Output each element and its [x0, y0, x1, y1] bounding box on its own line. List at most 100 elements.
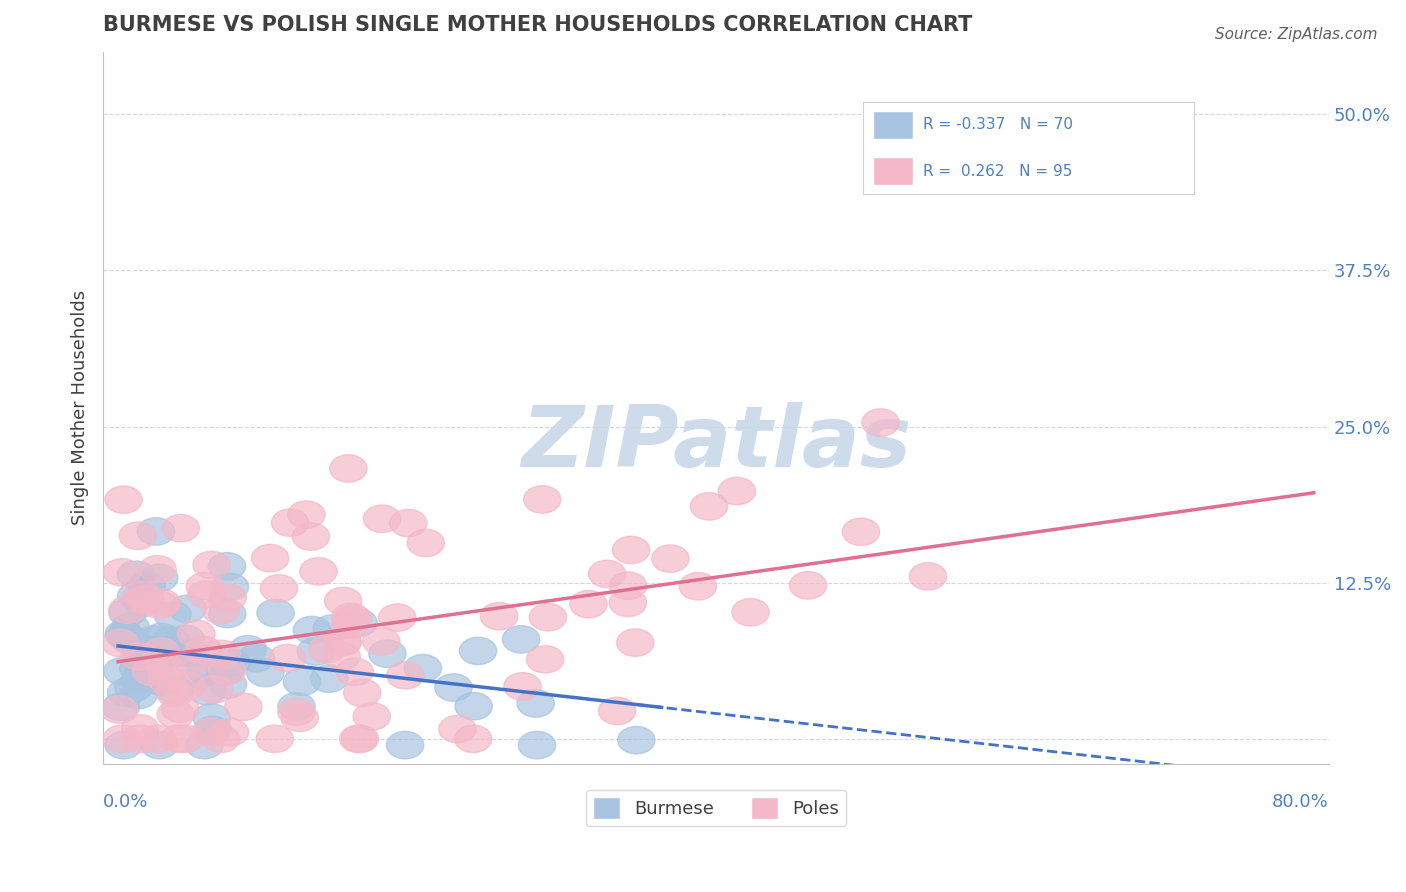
- Ellipse shape: [342, 725, 378, 753]
- Ellipse shape: [238, 644, 274, 672]
- Ellipse shape: [325, 587, 361, 615]
- Ellipse shape: [104, 657, 141, 685]
- Ellipse shape: [405, 655, 441, 681]
- Ellipse shape: [159, 640, 195, 667]
- Ellipse shape: [299, 558, 337, 585]
- Ellipse shape: [194, 716, 232, 744]
- Ellipse shape: [260, 574, 298, 602]
- Ellipse shape: [187, 581, 225, 608]
- Ellipse shape: [156, 680, 194, 706]
- Ellipse shape: [212, 648, 250, 676]
- Ellipse shape: [193, 718, 229, 746]
- Ellipse shape: [121, 642, 157, 670]
- Ellipse shape: [169, 595, 207, 623]
- Ellipse shape: [434, 673, 472, 701]
- Ellipse shape: [271, 509, 309, 536]
- Ellipse shape: [252, 544, 288, 572]
- Ellipse shape: [107, 679, 145, 706]
- Ellipse shape: [325, 629, 361, 656]
- Ellipse shape: [184, 636, 222, 664]
- Ellipse shape: [167, 625, 204, 653]
- Ellipse shape: [143, 589, 180, 616]
- Ellipse shape: [340, 609, 377, 637]
- Ellipse shape: [202, 725, 239, 753]
- Ellipse shape: [789, 572, 827, 599]
- Ellipse shape: [454, 725, 492, 753]
- Ellipse shape: [139, 556, 176, 583]
- Ellipse shape: [103, 725, 141, 753]
- Ellipse shape: [187, 657, 225, 684]
- Ellipse shape: [288, 500, 325, 528]
- Ellipse shape: [153, 601, 191, 629]
- Ellipse shape: [162, 695, 198, 723]
- Ellipse shape: [257, 599, 294, 627]
- Ellipse shape: [208, 552, 246, 580]
- Ellipse shape: [617, 726, 655, 754]
- Text: BURMESE VS POLISH SINGLE MOTHER HOUSEHOLDS CORRELATION CHART: BURMESE VS POLISH SINGLE MOTHER HOUSEHOL…: [103, 15, 973, 35]
- Ellipse shape: [120, 655, 157, 682]
- Ellipse shape: [718, 477, 755, 505]
- Ellipse shape: [314, 615, 350, 642]
- Ellipse shape: [135, 626, 173, 653]
- Ellipse shape: [690, 492, 728, 520]
- Ellipse shape: [193, 551, 231, 579]
- Ellipse shape: [177, 620, 215, 648]
- Ellipse shape: [599, 698, 636, 724]
- Ellipse shape: [353, 703, 391, 731]
- Ellipse shape: [120, 522, 156, 549]
- Ellipse shape: [121, 725, 159, 753]
- Ellipse shape: [368, 640, 406, 667]
- Ellipse shape: [138, 517, 174, 545]
- Ellipse shape: [111, 613, 149, 640]
- Ellipse shape: [842, 518, 880, 546]
- Ellipse shape: [523, 486, 561, 513]
- Ellipse shape: [121, 714, 159, 742]
- Ellipse shape: [105, 731, 142, 759]
- Ellipse shape: [105, 486, 142, 514]
- Ellipse shape: [139, 725, 176, 753]
- Ellipse shape: [609, 589, 647, 616]
- Ellipse shape: [588, 560, 626, 588]
- Ellipse shape: [152, 627, 190, 655]
- Text: 0.0%: 0.0%: [103, 793, 149, 811]
- Ellipse shape: [120, 681, 157, 709]
- Ellipse shape: [148, 666, 186, 694]
- Ellipse shape: [173, 649, 211, 676]
- Ellipse shape: [156, 676, 193, 704]
- Ellipse shape: [166, 725, 204, 753]
- Ellipse shape: [193, 704, 231, 731]
- Ellipse shape: [378, 604, 416, 632]
- Ellipse shape: [105, 620, 142, 648]
- Ellipse shape: [519, 731, 555, 759]
- Ellipse shape: [408, 529, 444, 557]
- Ellipse shape: [281, 704, 318, 731]
- Ellipse shape: [169, 672, 205, 699]
- Ellipse shape: [343, 679, 381, 706]
- Ellipse shape: [202, 640, 240, 668]
- Ellipse shape: [211, 718, 249, 746]
- Ellipse shape: [186, 731, 224, 759]
- Ellipse shape: [118, 582, 155, 609]
- Ellipse shape: [652, 545, 689, 573]
- Ellipse shape: [526, 646, 564, 673]
- Ellipse shape: [132, 658, 170, 685]
- Ellipse shape: [142, 638, 180, 665]
- Ellipse shape: [229, 635, 267, 663]
- Ellipse shape: [108, 599, 146, 626]
- Ellipse shape: [269, 644, 307, 672]
- Ellipse shape: [115, 674, 152, 701]
- Ellipse shape: [297, 638, 335, 665]
- Ellipse shape: [225, 693, 262, 721]
- Ellipse shape: [146, 653, 183, 681]
- Ellipse shape: [481, 602, 517, 630]
- Ellipse shape: [617, 629, 654, 657]
- Ellipse shape: [256, 725, 294, 753]
- Ellipse shape: [181, 661, 218, 689]
- Ellipse shape: [111, 625, 148, 653]
- Ellipse shape: [336, 658, 374, 686]
- Ellipse shape: [143, 641, 181, 669]
- Ellipse shape: [363, 505, 401, 533]
- Ellipse shape: [387, 731, 423, 759]
- Ellipse shape: [141, 731, 179, 759]
- Ellipse shape: [124, 590, 160, 617]
